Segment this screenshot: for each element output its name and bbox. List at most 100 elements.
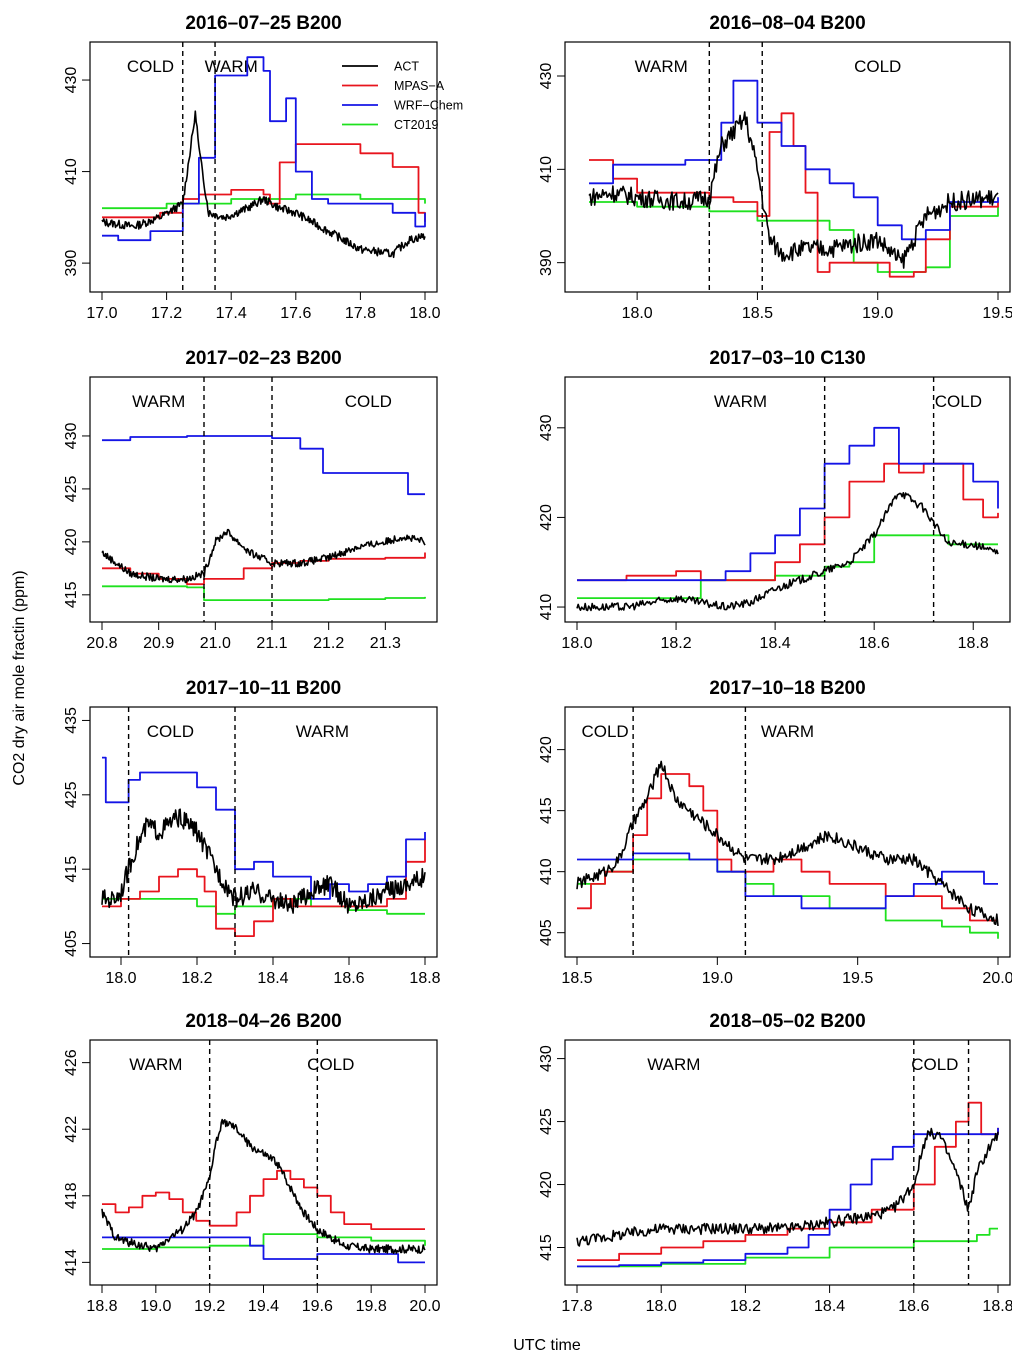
series-line-ct2019 bbox=[577, 1227, 998, 1268]
front-label: COLD bbox=[147, 722, 194, 741]
x-tick-label: 18.8 bbox=[86, 1298, 117, 1315]
front-label: COLD bbox=[911, 1055, 958, 1074]
series-group bbox=[588, 79, 999, 278]
panel-title: 2017–02–23 B200 bbox=[185, 348, 341, 369]
front-label: WARM bbox=[647, 1055, 700, 1074]
x-tick-label: 17.2 bbox=[151, 305, 182, 322]
x-tick-label: 19.2 bbox=[194, 1298, 225, 1315]
front-label: WARM bbox=[205, 57, 258, 76]
series-line-wrf-chem bbox=[589, 79, 999, 241]
x-tick-label: 20.0 bbox=[982, 970, 1012, 987]
x-tick-label: 17.4 bbox=[216, 305, 247, 322]
x-tick-label: 18.4 bbox=[814, 1298, 845, 1315]
y-tick-label: 390 bbox=[538, 249, 555, 276]
x-tick-label: 18.5 bbox=[561, 970, 592, 987]
panel-1: 2016–07–25 B200 17.0 17.2 17.4 17.6 17.8 18.0 3… bbox=[63, 13, 463, 322]
series-line-act bbox=[588, 111, 999, 269]
x-tick-label: 19.0 bbox=[140, 1298, 171, 1315]
y-tick-label: 418 bbox=[63, 1182, 80, 1209]
x-tick-label: 18.2 bbox=[730, 1298, 761, 1315]
x-tick-label: 18.0 bbox=[646, 1298, 677, 1315]
x-tick-label: 21.3 bbox=[370, 635, 401, 652]
x-tick-label: 18.0 bbox=[409, 305, 440, 322]
x-tick-label: 19.5 bbox=[842, 970, 873, 987]
front-label: WARM bbox=[635, 57, 688, 76]
x-tick-label: 21.0 bbox=[200, 635, 231, 652]
y-tick-label: 405 bbox=[538, 919, 555, 946]
series-group bbox=[576, 1101, 999, 1268]
y-tick-label: 414 bbox=[63, 1249, 80, 1276]
panel-title: 2018–05–02 B200 bbox=[709, 1011, 865, 1032]
y-tick-label: 410 bbox=[63, 158, 80, 185]
x-tick-label: 18.0 bbox=[622, 305, 653, 322]
y-tick-label: 420 bbox=[63, 528, 80, 555]
series-line-act bbox=[101, 1118, 426, 1254]
front-label: COLD bbox=[854, 57, 901, 76]
y-tick-label: 430 bbox=[538, 1045, 555, 1072]
legend-entry: MPAS−A bbox=[394, 79, 445, 93]
x-tick-label: 20.9 bbox=[143, 635, 174, 652]
series-line-act bbox=[101, 528, 426, 584]
series-line-mpas-a bbox=[102, 839, 426, 937]
y-tick-label: 425 bbox=[63, 781, 80, 808]
series-line-ct2019 bbox=[102, 585, 426, 601]
y-tick-label: 420 bbox=[538, 736, 555, 763]
panel-title: 2016–08–04 B200 bbox=[709, 13, 865, 34]
x-tick-label: 18.6 bbox=[859, 635, 890, 652]
y-axis-label: CO2 dry air mole fractin (ppm) bbox=[11, 570, 28, 785]
x-tick-label: 18.4 bbox=[760, 635, 791, 652]
y-tick-label: 410 bbox=[538, 858, 555, 885]
x-tick-label: 18.2 bbox=[181, 970, 212, 987]
series-line-ct2019 bbox=[102, 193, 426, 210]
x-tick-label: 18.6 bbox=[333, 970, 364, 987]
x-tick-label: 18.4 bbox=[257, 970, 288, 987]
y-tick-label: 420 bbox=[538, 1171, 555, 1198]
series-line-wrf-chem bbox=[577, 1127, 999, 1268]
plot-frame bbox=[89, 376, 438, 623]
panel-title: 2018–04–26 B200 bbox=[185, 1011, 341, 1032]
x-tick-label: 20.0 bbox=[409, 1298, 440, 1315]
y-tick-label: 430 bbox=[538, 63, 555, 90]
panel-2: 2016–08–04 B200 18.0 18.5 19.0 19.5 390 410 430… bbox=[538, 13, 1012, 322]
series-line-act bbox=[101, 110, 426, 259]
y-tick-label: 430 bbox=[538, 414, 555, 441]
x-tick-label: 18.6 bbox=[898, 1298, 929, 1315]
series-line-mpas-a bbox=[102, 143, 426, 222]
front-label: WARM bbox=[761, 722, 814, 741]
plot-frame bbox=[564, 376, 1011, 623]
y-tick-label: 415 bbox=[63, 581, 80, 608]
x-tick-label: 17.6 bbox=[280, 305, 311, 322]
series-group bbox=[576, 426, 999, 612]
series-line-mpas-a bbox=[577, 462, 999, 582]
y-tick-label: 405 bbox=[63, 930, 80, 957]
series-line-act bbox=[576, 760, 999, 926]
series-line-wrf-chem bbox=[102, 756, 426, 900]
panel-title: 2017–03–10 C130 bbox=[709, 348, 865, 369]
y-tick-label: 430 bbox=[63, 423, 80, 450]
panel-5: 2017–10–11 B200 18.0 18.2 18.4 18.6 18.8 405 41… bbox=[63, 678, 441, 987]
series-line-mpas-a bbox=[577, 773, 998, 922]
panel-title: 2017–10–11 B200 bbox=[186, 678, 341, 699]
series-group bbox=[101, 756, 426, 937]
x-tick-label: 18.0 bbox=[105, 970, 136, 987]
front-label: WARM bbox=[296, 722, 349, 741]
front-label: COLD bbox=[307, 1055, 354, 1074]
panel-8: 2018–05–02 B200 17.8 18.0 18.2 18.4 18.6 18.8 4… bbox=[538, 1011, 1012, 1315]
x-tick-label: 20.8 bbox=[86, 635, 117, 652]
plot-frame bbox=[564, 706, 1011, 958]
legend-entry: ACT bbox=[394, 60, 419, 74]
series-group bbox=[101, 435, 426, 601]
plot-frame bbox=[564, 41, 1011, 293]
panel-4: 2017–03–10 C130 18.0 18.2 18.4 18.6 18.8 410 42… bbox=[538, 348, 1011, 652]
x-tick-label: 19.4 bbox=[248, 1298, 279, 1315]
x-tick-label: 21.1 bbox=[256, 635, 287, 652]
plot-frame bbox=[89, 41, 438, 293]
x-tick-label: 19.6 bbox=[302, 1298, 333, 1315]
x-axis-label: UTC time bbox=[513, 1337, 581, 1354]
y-tick-label: 426 bbox=[63, 1049, 80, 1076]
x-tick-label: 19.8 bbox=[356, 1298, 387, 1315]
series-line-mpas-a bbox=[102, 1169, 425, 1230]
front-label: COLD bbox=[935, 392, 982, 411]
panel-title: 2016–07–25 B200 bbox=[185, 13, 341, 34]
